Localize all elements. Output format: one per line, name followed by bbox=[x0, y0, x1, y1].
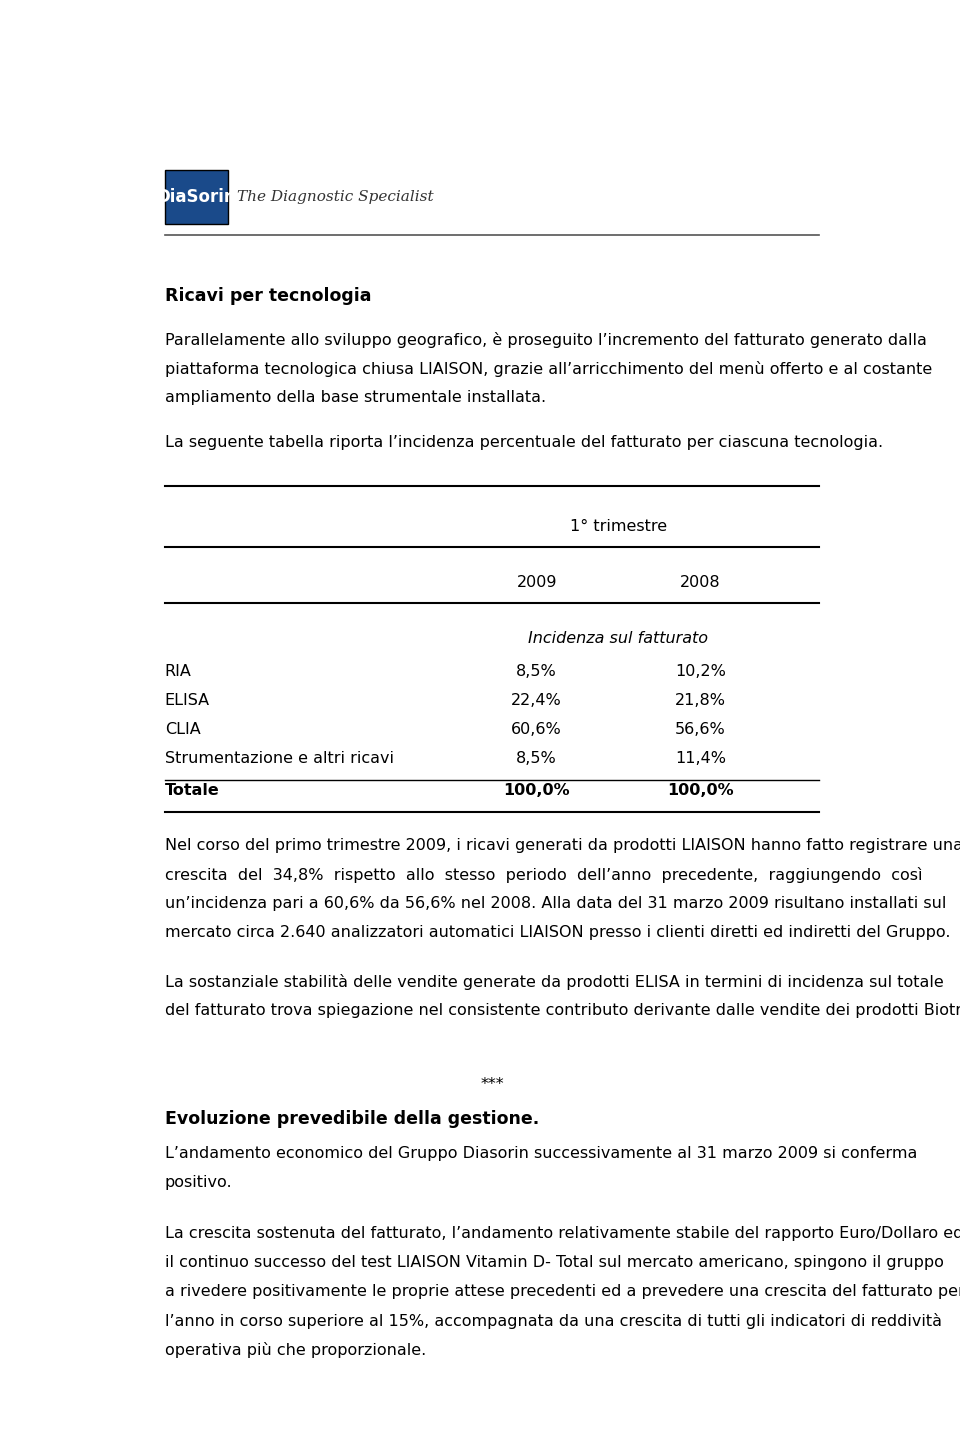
Text: il continuo successo del test LIAISON Vitamin D- Total sul mercato americano, sp: il continuo successo del test LIAISON Vi… bbox=[165, 1255, 944, 1270]
Text: piattaforma tecnologica chiusa LIAISON, grazie all’arricchimento del menù offert: piattaforma tecnologica chiusa LIAISON, … bbox=[165, 361, 932, 376]
Text: crescita  del  34,8%  rispetto  allo  stesso  periodo  dell’anno  precedente,  r: crescita del 34,8% rispetto allo stesso … bbox=[165, 867, 923, 883]
Text: La crescita sostenuta del fatturato, l’andamento relativamente stabile del rappo: La crescita sostenuta del fatturato, l’a… bbox=[165, 1226, 960, 1241]
Text: 1° trimestre: 1° trimestre bbox=[570, 520, 667, 534]
Text: Totale: Totale bbox=[165, 782, 220, 798]
Text: 100,0%: 100,0% bbox=[667, 782, 733, 798]
Text: CLIA: CLIA bbox=[165, 723, 201, 737]
Text: ampliamento della base strumentale installata.: ampliamento della base strumentale insta… bbox=[165, 390, 546, 405]
Text: L’andamento economico del Gruppo Diasorin successivamente al 31 marzo 2009 si co: L’andamento economico del Gruppo Diasori… bbox=[165, 1145, 917, 1161]
Text: l’anno in corso superiore al 15%, accompagnata da una crescita di tutti gli indi: l’anno in corso superiore al 15%, accomp… bbox=[165, 1313, 942, 1329]
Text: Strumentazione e altri ricavi: Strumentazione e altri ricavi bbox=[165, 752, 394, 766]
Text: 11,4%: 11,4% bbox=[675, 752, 726, 766]
Text: Evoluzione prevedibile della gestione.: Evoluzione prevedibile della gestione. bbox=[165, 1111, 539, 1128]
Text: DiaSorin: DiaSorin bbox=[156, 188, 236, 206]
Text: positivo.: positivo. bbox=[165, 1174, 232, 1190]
Text: The Diagnostic Specialist: The Diagnostic Specialist bbox=[237, 190, 433, 204]
Text: Nel corso del primo trimestre 2009, i ricavi generati da prodotti LIAISON hanno : Nel corso del primo trimestre 2009, i ri… bbox=[165, 838, 960, 853]
Text: 8,5%: 8,5% bbox=[516, 752, 557, 766]
Text: RIA: RIA bbox=[165, 665, 191, 679]
Text: un’incidenza pari a 60,6% da 56,6% nel 2008. Alla data del 31 marzo 2009 risulta: un’incidenza pari a 60,6% da 56,6% nel 2… bbox=[165, 896, 946, 911]
Text: ***: *** bbox=[480, 1077, 504, 1092]
Text: 2008: 2008 bbox=[680, 575, 721, 591]
Text: Incidenza sul fatturato: Incidenza sul fatturato bbox=[528, 631, 708, 646]
Text: La sostanziale stabilità delle vendite generate da prodotti ELISA in termini di : La sostanziale stabilità delle vendite g… bbox=[165, 975, 944, 990]
Text: 8,5%: 8,5% bbox=[516, 665, 557, 679]
Text: Parallelamente allo sviluppo geografico, è proseguito l’incremento del fatturato: Parallelamente allo sviluppo geografico,… bbox=[165, 332, 926, 348]
Text: del fatturato trova spiegazione nel consistente contributo derivante dalle vendi: del fatturato trova spiegazione nel cons… bbox=[165, 1003, 960, 1018]
Text: 60,6%: 60,6% bbox=[512, 723, 562, 737]
Text: ELISA: ELISA bbox=[165, 694, 210, 708]
Text: mercato circa 2.640 analizzatori automatici LIAISON presso i clienti diretti ed : mercato circa 2.640 analizzatori automat… bbox=[165, 925, 950, 940]
Text: 10,2%: 10,2% bbox=[675, 665, 726, 679]
Text: 100,0%: 100,0% bbox=[503, 782, 570, 798]
Text: a rivedere positivamente le proprie attese precedenti ed a prevedere una crescit: a rivedere positivamente le proprie atte… bbox=[165, 1284, 960, 1299]
Text: 22,4%: 22,4% bbox=[512, 694, 562, 708]
Text: Ricavi per tecnologia: Ricavi per tecnologia bbox=[165, 288, 372, 306]
Text: 56,6%: 56,6% bbox=[675, 723, 726, 737]
FancyBboxPatch shape bbox=[165, 171, 228, 224]
Text: 21,8%: 21,8% bbox=[675, 694, 726, 708]
Text: operativa più che proporzionale.: operativa più che proporzionale. bbox=[165, 1342, 426, 1358]
Text: 2009: 2009 bbox=[516, 575, 557, 591]
Text: La seguente tabella riporta l’incidenza percentuale del fatturato per ciascuna t: La seguente tabella riporta l’incidenza … bbox=[165, 434, 883, 450]
